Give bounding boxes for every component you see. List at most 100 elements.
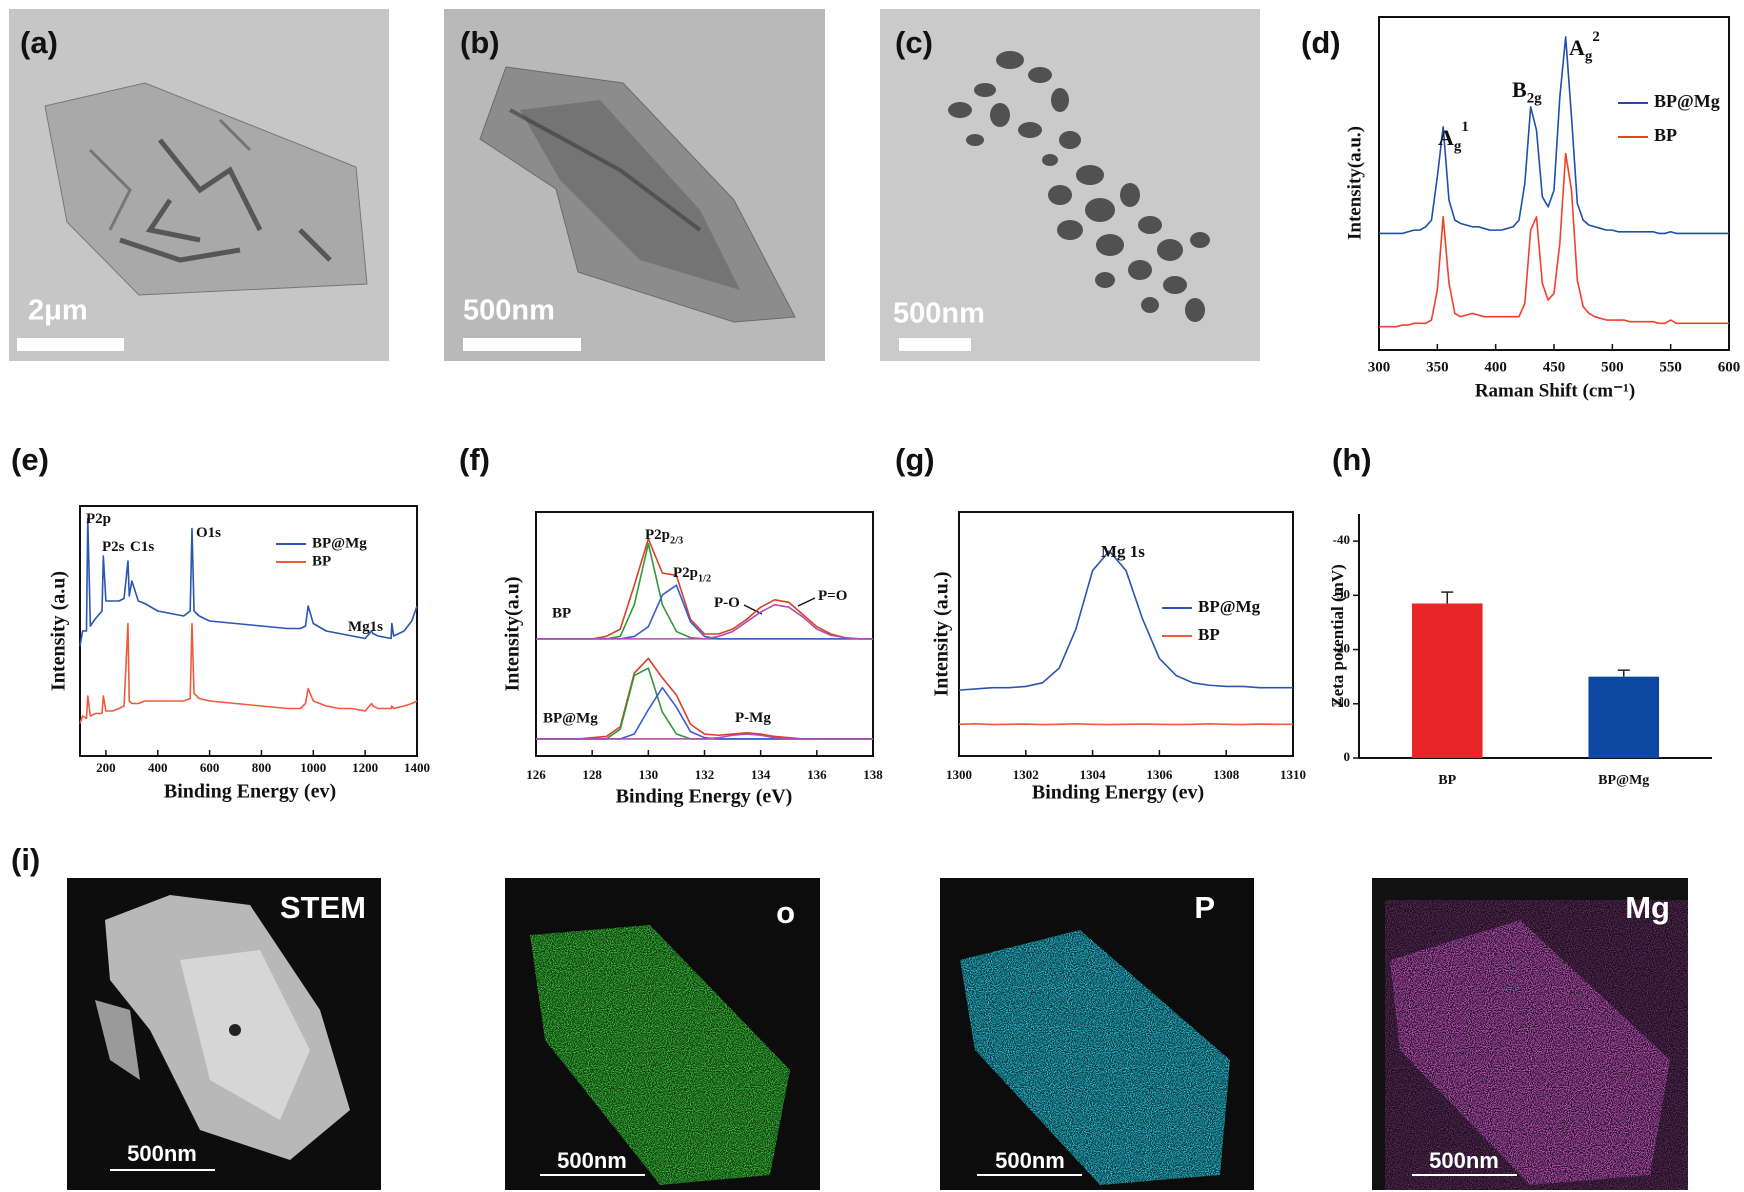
annotation: O1s xyxy=(196,525,221,541)
tem-image-b: (b) 500nm xyxy=(444,9,825,361)
panel-label: (f) xyxy=(459,442,490,477)
y-axis-label: Intensity(a.u.) xyxy=(1344,126,1365,240)
figure: (a) 2μm (b) 500nm (c) 500nm (i) xyxy=(0,0,1744,1192)
x-axis-label: Binding Energy (ev) xyxy=(1032,782,1204,804)
map-title: P xyxy=(1194,890,1215,925)
tem-image-c: (c) 500nm xyxy=(880,9,1260,361)
annotation-text: A xyxy=(1438,125,1454,150)
annotation-text: P-O xyxy=(714,595,740,611)
y-tick-label: -40 xyxy=(1333,532,1350,547)
annotation: P2p xyxy=(86,511,111,527)
tem-image-a: (a) 2μm xyxy=(9,9,389,361)
annotation: P2s xyxy=(102,539,125,555)
x-tick-label: 600 xyxy=(200,760,220,775)
legend-label: BP@Mg xyxy=(1654,91,1720,111)
x-axis-label: Raman Shift (cm⁻¹) xyxy=(1475,380,1635,401)
annotation-text: P2p xyxy=(673,565,698,581)
stem-image: STEM 500nm xyxy=(67,878,381,1190)
x-tick-label: 130 xyxy=(639,767,659,782)
y-tick-label: -20 xyxy=(1333,641,1350,656)
y-axis-label: Intensity(a.u) xyxy=(502,576,524,691)
x-tick-label: 400 xyxy=(148,760,168,775)
annotation: P=O xyxy=(818,588,847,604)
x-tick-label: 1200 xyxy=(352,760,378,775)
x-tick-label: 1310 xyxy=(1280,767,1306,782)
annotation-text: O1s xyxy=(196,525,221,541)
legend-label: BP@Mg xyxy=(312,535,367,551)
scale-bar-label: 500nm xyxy=(127,1141,197,1166)
y-axis-label: Intensity (a.u) xyxy=(48,571,70,691)
scale-bar-label: 500nm xyxy=(463,295,555,327)
map-title: o xyxy=(776,895,795,930)
annotation-subscript: 2/3 xyxy=(670,536,683,547)
annotation: C1s xyxy=(130,539,154,555)
y-tick-label: 0 xyxy=(1344,749,1351,764)
x-tick-label: 1400 xyxy=(404,760,430,775)
annotation: Mg1s xyxy=(348,619,383,635)
legend-label: BP xyxy=(1198,625,1220,644)
x-axis-label: Binding Energy (ev) xyxy=(164,781,336,803)
y-tick-label: -30 xyxy=(1333,586,1350,601)
panel-label: (g) xyxy=(895,442,935,477)
x-tick-label: 128 xyxy=(582,767,602,782)
annotation: P-Mg xyxy=(735,710,771,726)
x-tick-label: 800 xyxy=(252,760,272,775)
scale-bar-label: 500nm xyxy=(1429,1148,1499,1173)
panel-label: (e) xyxy=(11,442,49,477)
annotation-superscript: 2 xyxy=(1592,29,1599,45)
y-tick-label: -10 xyxy=(1333,695,1350,710)
x-tick-label: BP xyxy=(1438,773,1456,788)
mg-map: Mg 500nm xyxy=(1372,878,1688,1190)
panel-label: (d) xyxy=(1301,25,1341,60)
o-map: o 500nm xyxy=(505,878,820,1190)
annotation-text: P2p xyxy=(645,527,670,543)
x-tick-label: 1000 xyxy=(300,760,326,775)
annotation-text: P-Mg xyxy=(735,710,771,726)
series-label: BP xyxy=(552,605,571,621)
annotation-text: Mg1s xyxy=(348,619,383,635)
x-tick-label: 1302 xyxy=(1013,767,1039,782)
panel-label: (b) xyxy=(460,25,500,60)
x-tick-label: 500 xyxy=(1601,359,1624,375)
scale-bar-label: 2μm xyxy=(28,295,88,327)
y-axis-label: Intensity (a.u.) xyxy=(931,571,953,696)
panel-label: (a) xyxy=(20,25,58,60)
x-tick-label: 126 xyxy=(526,767,546,782)
annotation-subscript: 2g xyxy=(1527,91,1542,107)
x-tick-label: 600 xyxy=(1718,359,1741,375)
panel-label: (h) xyxy=(1332,442,1372,477)
panel-label: (i) xyxy=(11,842,40,877)
series-label: BP@Mg xyxy=(543,710,598,726)
series-line xyxy=(959,724,1293,725)
annotation-subscript: g xyxy=(1585,49,1593,65)
bar xyxy=(1412,603,1483,758)
annotation-text: P=O xyxy=(818,588,847,604)
scale-bar-label: 500nm xyxy=(557,1148,627,1173)
x-tick-label: 138 xyxy=(863,767,883,782)
panel-label: (c) xyxy=(895,25,933,60)
annotation: P-O xyxy=(714,595,740,611)
map-title: Mg xyxy=(1625,890,1670,925)
legend-label: BP xyxy=(1654,125,1677,145)
x-tick-label: 350 xyxy=(1426,359,1449,375)
p-map: P 500nm xyxy=(940,878,1254,1190)
annotation-text: P2s xyxy=(102,539,125,555)
annotation-subscript: 1/2 xyxy=(698,574,711,585)
x-tick-label: 1308 xyxy=(1213,767,1240,782)
annotation-text: A xyxy=(1569,35,1585,60)
x-tick-label: 132 xyxy=(695,767,715,782)
x-tick-label: 400 xyxy=(1484,359,1507,375)
x-tick-label: 1300 xyxy=(946,767,972,782)
annotation-subscript: g xyxy=(1454,139,1462,155)
x-tick-label: 200 xyxy=(96,760,116,775)
x-tick-label: 1306 xyxy=(1146,767,1173,782)
annotation-text: Mg 1s xyxy=(1101,542,1145,561)
annotation: Mg 1s xyxy=(1101,542,1145,561)
x-tick-label: 134 xyxy=(751,767,771,782)
legend-label: BP xyxy=(312,553,331,569)
x-tick-label: 450 xyxy=(1543,359,1566,375)
x-tick-label: BP@Mg xyxy=(1598,773,1649,788)
x-axis-label: Binding Energy (eV) xyxy=(616,786,793,808)
scale-bar-label: 500nm xyxy=(893,298,985,330)
x-tick-label: 1304 xyxy=(1080,767,1107,782)
